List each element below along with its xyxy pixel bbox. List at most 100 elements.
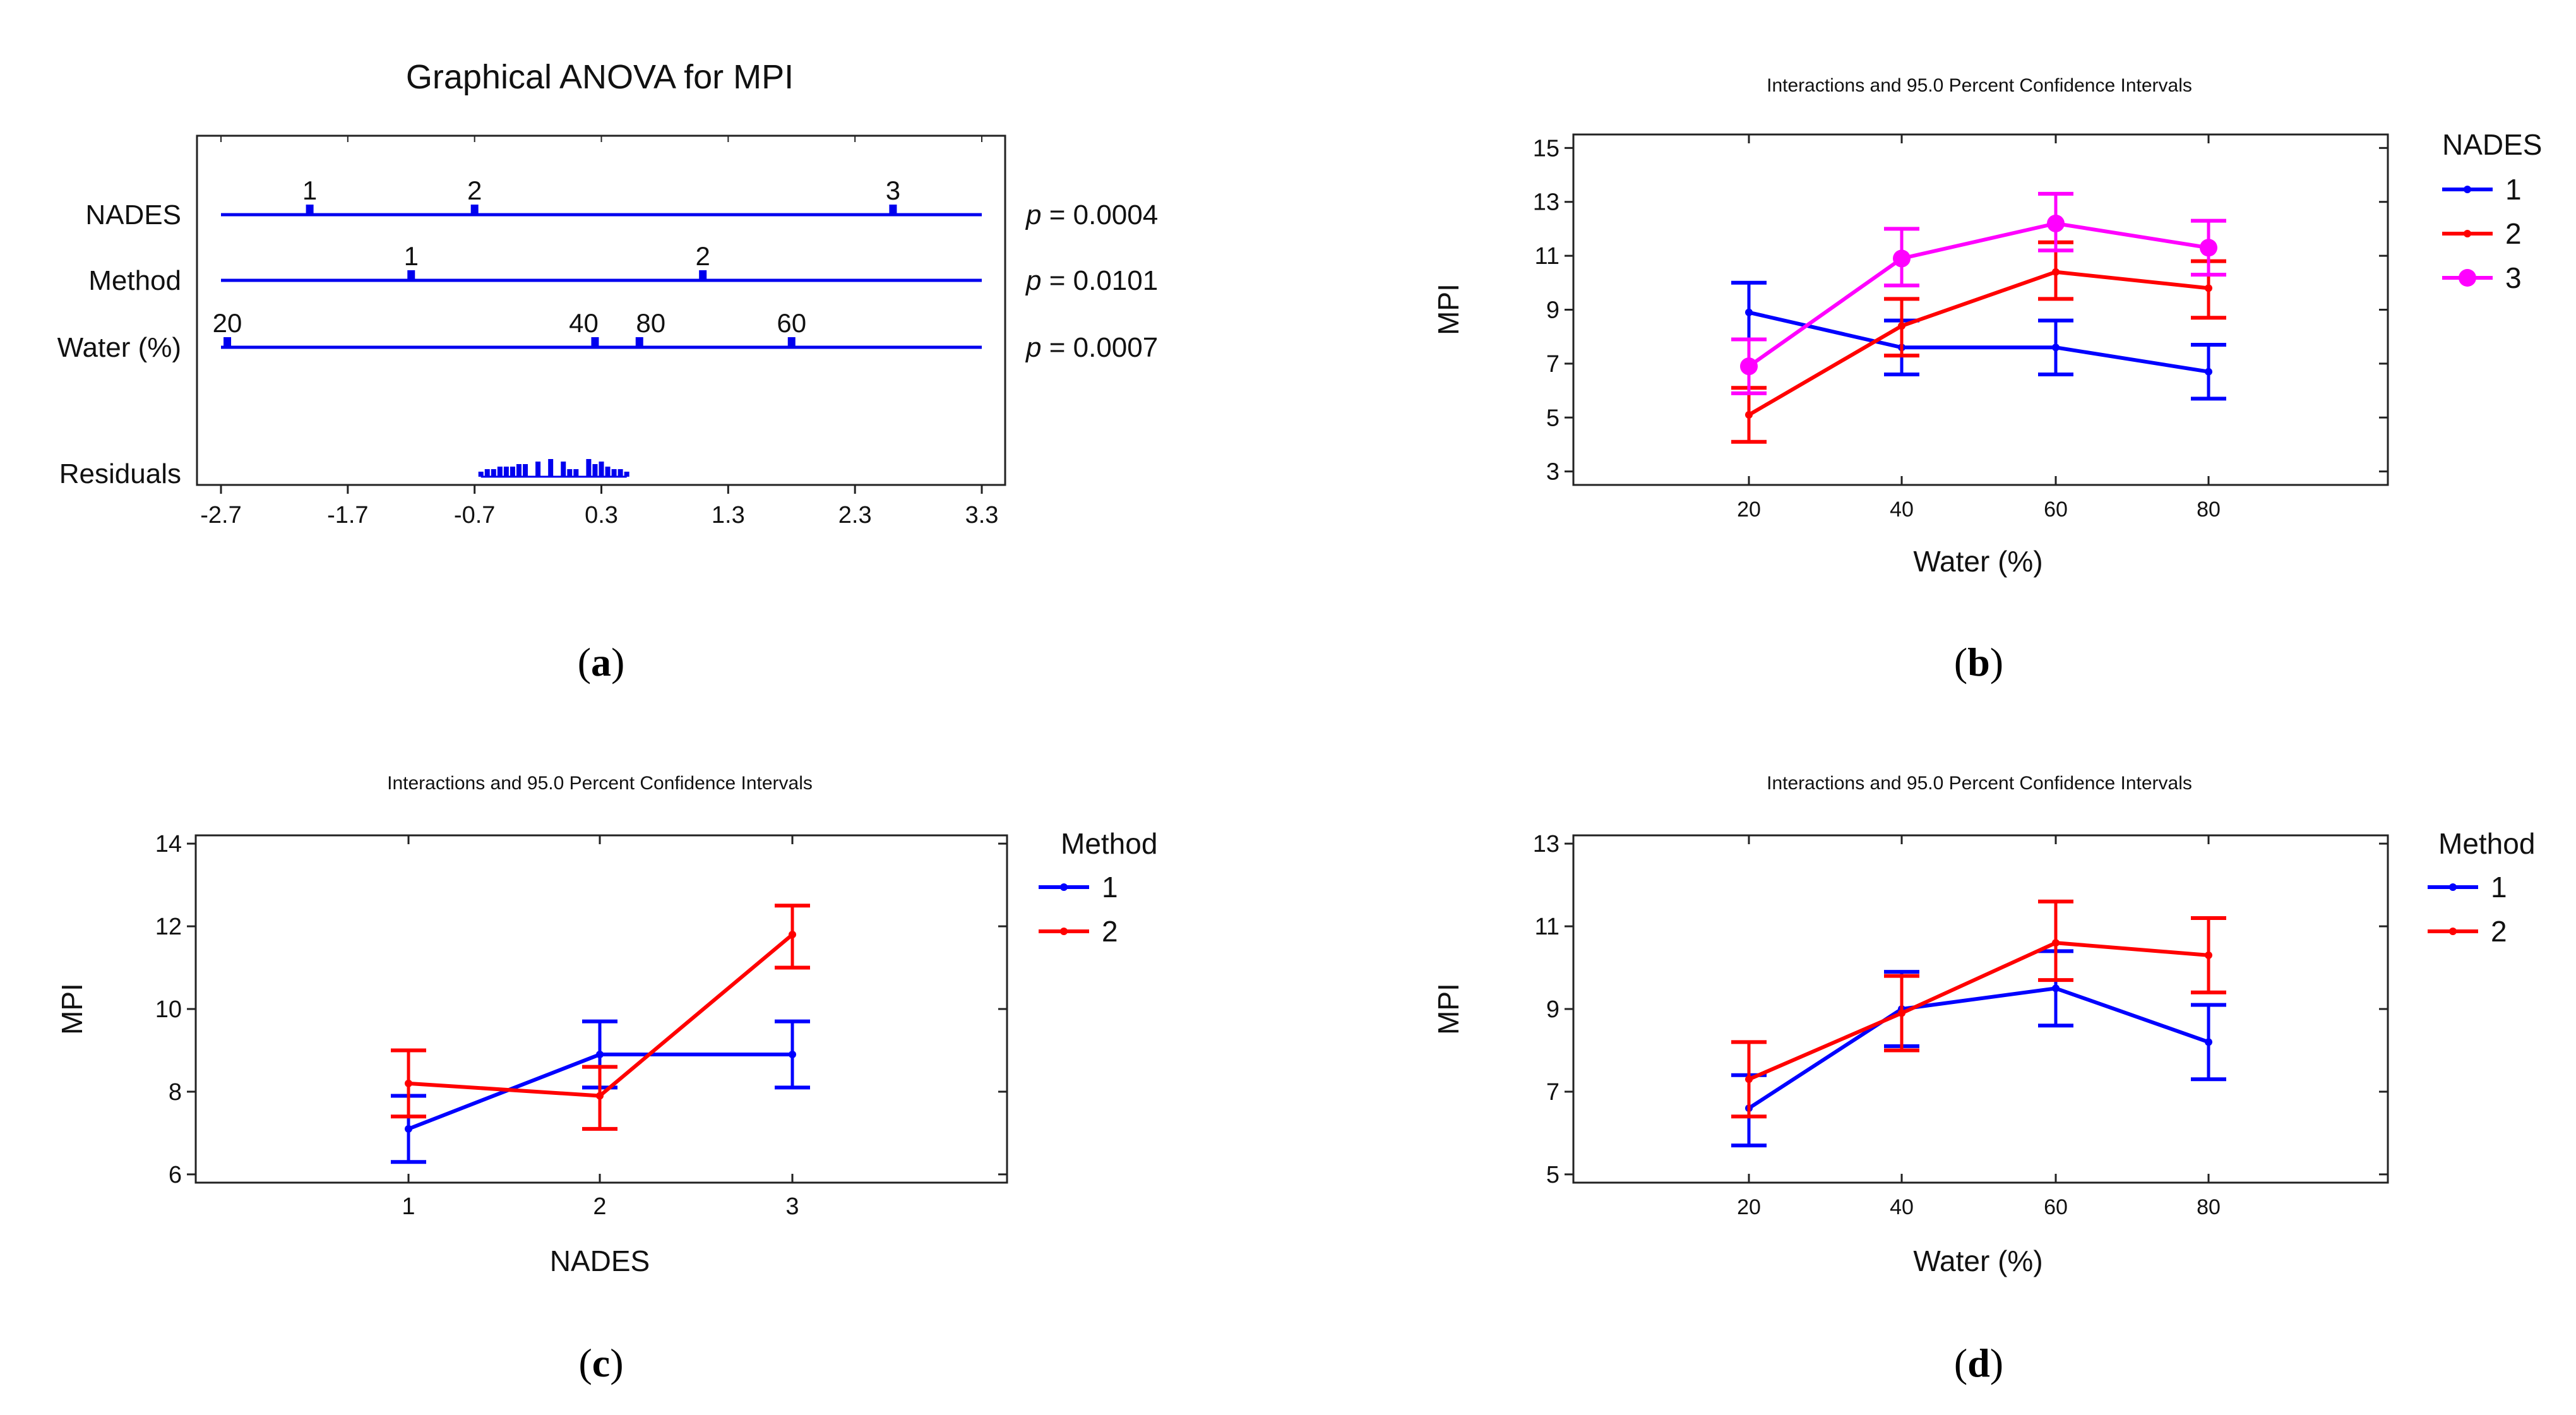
p-symbol: p <box>1025 265 1041 296</box>
y-tick-label: 13 <box>1533 189 1559 216</box>
level-label: 3 <box>886 176 900 205</box>
level-label: 2 <box>695 241 710 271</box>
residual-bar <box>478 472 484 477</box>
data-point <box>1898 1009 1905 1017</box>
panel-b-legend: 1 2 3 <box>2442 173 2522 294</box>
residual-bar <box>599 462 604 477</box>
panel-a-factor-rows: NADES 1 2 3 p = 0.0004 Method 1 2 p = 0.0101 Wate… <box>57 176 1159 363</box>
legend-item: 1 <box>1039 871 1118 904</box>
residual-bar <box>605 467 611 477</box>
level-marker <box>224 337 232 347</box>
data-point <box>1745 1075 1753 1084</box>
x-tick-label: 20 <box>1737 1195 1761 1219</box>
y-tick-label: 10 <box>155 996 182 1023</box>
residual-histogram <box>478 459 629 478</box>
residual-bar <box>503 467 509 477</box>
residual-bar <box>611 469 617 477</box>
p-value-label: p = 0.0004 <box>1025 200 1158 230</box>
panel-c-title: Interactions and 95.0 Percent Confidence… <box>387 773 813 794</box>
legend-swatch-marker <box>1060 883 1068 891</box>
series-line <box>1748 941 2209 1082</box>
residual-bar <box>516 464 522 477</box>
legend-swatch-marker <box>2449 883 2457 891</box>
panel-a-frame <box>196 134 1006 486</box>
level-marker <box>407 270 415 280</box>
y-tick-label: 8 <box>169 1079 182 1106</box>
data-point <box>405 1079 412 1087</box>
y-tick-label: 11 <box>1535 243 1559 270</box>
panel-c-caption-letter: c <box>592 1340 610 1385</box>
data-point <box>405 1125 412 1133</box>
panel-b-legend-title: NADES <box>2442 128 2542 161</box>
factor-label: NADES <box>85 200 181 230</box>
data-point <box>2052 939 2060 947</box>
x-tick-label: -2.7 <box>200 502 241 528</box>
panel-a-frame-ticks <box>220 136 982 142</box>
panel-a-caption-letter: a <box>591 640 611 684</box>
panel-a: Graphical ANOVA for MPI NADES 1 2 3 p = 0.00… <box>57 58 1159 684</box>
level-marker <box>787 337 796 347</box>
x-tick-label: -0.7 <box>454 502 495 528</box>
series-line <box>1748 270 2209 417</box>
legend-label: 2 <box>2491 915 2507 948</box>
y-tick-label: 5 <box>1546 405 1559 431</box>
data-point <box>789 1051 796 1059</box>
legend-item: 2 <box>1039 915 1118 948</box>
x-tick-label: 1.3 <box>712 502 745 528</box>
legend-swatch-marker <box>2464 230 2471 237</box>
residual-bar <box>548 459 554 477</box>
panel-c-y-axis-label: MPI <box>56 983 88 1035</box>
data-point <box>1745 308 1753 316</box>
data-point <box>1898 322 1905 330</box>
data-point <box>596 1051 604 1059</box>
legend-swatch-marker <box>1060 928 1068 935</box>
level-label: 2 <box>467 176 482 205</box>
legend-swatch-marker <box>2464 186 2471 193</box>
panel-d-legend: 12 <box>2428 871 2507 948</box>
data-point <box>2047 214 2065 232</box>
x-tick-label: 1 <box>402 1193 415 1220</box>
x-tick-label: 80 <box>2197 498 2221 522</box>
y-tick-label: 12 <box>155 914 182 940</box>
series-1 <box>1731 949 2226 1148</box>
residual-bar <box>497 467 503 477</box>
x-tick-label: 60 <box>2044 498 2068 522</box>
panel-d-y-axis-label: MPI <box>1432 983 1465 1035</box>
panel-d-legend-title: Method <box>2438 827 2535 860</box>
residuals-label: Residuals <box>59 458 181 489</box>
x-tick-label: 40 <box>1890 498 1914 522</box>
panel-b-caption-letter: b <box>1967 640 1990 684</box>
level-label: 40 <box>569 308 599 338</box>
x-tick-label: 3.3 <box>965 502 999 528</box>
series-3 <box>1731 191 2226 395</box>
y-tick-label: 6 <box>169 1162 182 1188</box>
factor-label: Method <box>88 265 181 296</box>
data-point <box>789 931 796 939</box>
y-tick-label: 5 <box>1546 1162 1559 1188</box>
panel-b-plot: 3 5 7 9 11 13 15 20 40 60 80 <box>1533 134 2388 522</box>
residual-bar <box>617 469 623 477</box>
series-2 <box>1731 899 2226 1119</box>
panel-c-legend-title: Method <box>1061 827 1157 860</box>
residual-bar <box>491 469 496 477</box>
panel-b: Interactions and 95.0 Percent Confidence… <box>1432 75 2542 684</box>
x-tick-label: 2 <box>593 1193 606 1220</box>
series-line <box>1748 310 2209 374</box>
panel-c-x-axis-label: NADES <box>550 1245 650 1277</box>
series-2 <box>391 904 810 1131</box>
level-marker <box>591 337 599 347</box>
level-label: 20 <box>213 308 242 338</box>
y-tick-label: 13 <box>1533 831 1559 857</box>
panel-b-x-axis-label: Water (%) <box>1913 545 2042 578</box>
legend-item: 3 <box>2442 261 2522 294</box>
legend-swatch-marker <box>2459 269 2476 287</box>
residual-bar <box>561 462 566 477</box>
y-tick-label: 11 <box>1535 914 1559 940</box>
y-tick-label: 14 <box>155 831 182 857</box>
x-tick-label: 2.3 <box>838 502 872 528</box>
x-tick-label: 20 <box>1737 498 1761 522</box>
data-point <box>2205 367 2212 376</box>
p-symbol: p <box>1025 332 1041 363</box>
level-label: 1 <box>404 241 419 271</box>
